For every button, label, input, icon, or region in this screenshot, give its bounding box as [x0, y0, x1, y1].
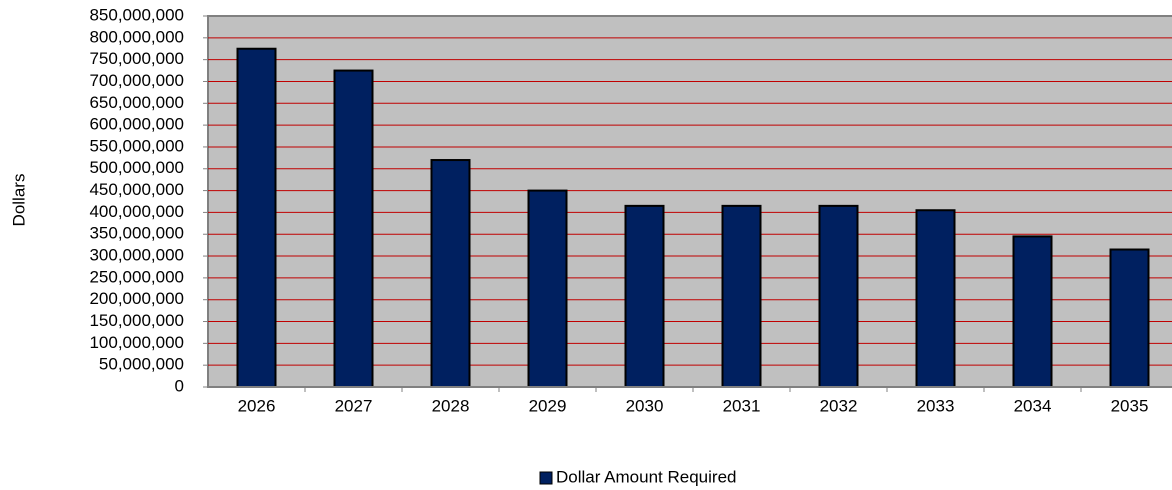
- x-tick-label: 2030: [626, 396, 664, 415]
- y-tick-label: 200,000,000: [89, 289, 184, 308]
- y-tick-label: 500,000,000: [89, 158, 184, 177]
- x-tick-label: 2033: [917, 396, 955, 415]
- y-tick-label: 150,000,000: [89, 311, 184, 330]
- bar: [624, 204, 665, 388]
- y-tick-label: 700,000,000: [89, 71, 184, 90]
- y-tick-label: 800,000,000: [89, 27, 184, 46]
- y-tick-label: 350,000,000: [89, 224, 184, 243]
- x-tick-label: 2026: [238, 396, 276, 415]
- bar: [236, 47, 277, 389]
- y-tick-label: 250,000,000: [89, 267, 184, 286]
- y-tick-label: 400,000,000: [89, 202, 184, 221]
- legend-label: Dollar Amount Required: [556, 467, 736, 486]
- x-tick-label: 2028: [432, 396, 470, 415]
- y-tick-label: 850,000,000: [89, 5, 184, 24]
- legend-swatch: [539, 471, 553, 485]
- bar: [333, 69, 374, 388]
- y-tick-label: 100,000,000: [89, 333, 184, 352]
- bar: [430, 159, 471, 388]
- x-tick-label: 2029: [529, 396, 567, 415]
- y-tick-label: 600,000,000: [89, 115, 184, 134]
- x-tick-label: 2034: [1014, 396, 1052, 415]
- y-tick-label: 650,000,000: [89, 93, 184, 112]
- bar: [1109, 248, 1150, 388]
- y-tick-label: 450,000,000: [89, 180, 184, 199]
- y-tick-label: 0: [175, 376, 184, 395]
- y-tick-label: 50,000,000: [99, 355, 184, 374]
- bar: [721, 204, 762, 388]
- y-axis-title: Dollars: [9, 174, 28, 227]
- bar: [1012, 235, 1053, 388]
- y-tick-label: 550,000,000: [89, 136, 184, 155]
- y-tick-label: 300,000,000: [89, 246, 184, 265]
- x-tick-label: 2027: [335, 396, 373, 415]
- bar: [915, 209, 956, 388]
- x-tick-label: 2035: [1111, 396, 1149, 415]
- bar: [527, 189, 568, 388]
- x-tick-label: 2031: [723, 396, 761, 415]
- x-tick-label: 2032: [820, 396, 858, 415]
- bar: [818, 204, 859, 388]
- y-tick-label: 750,000,000: [89, 49, 184, 68]
